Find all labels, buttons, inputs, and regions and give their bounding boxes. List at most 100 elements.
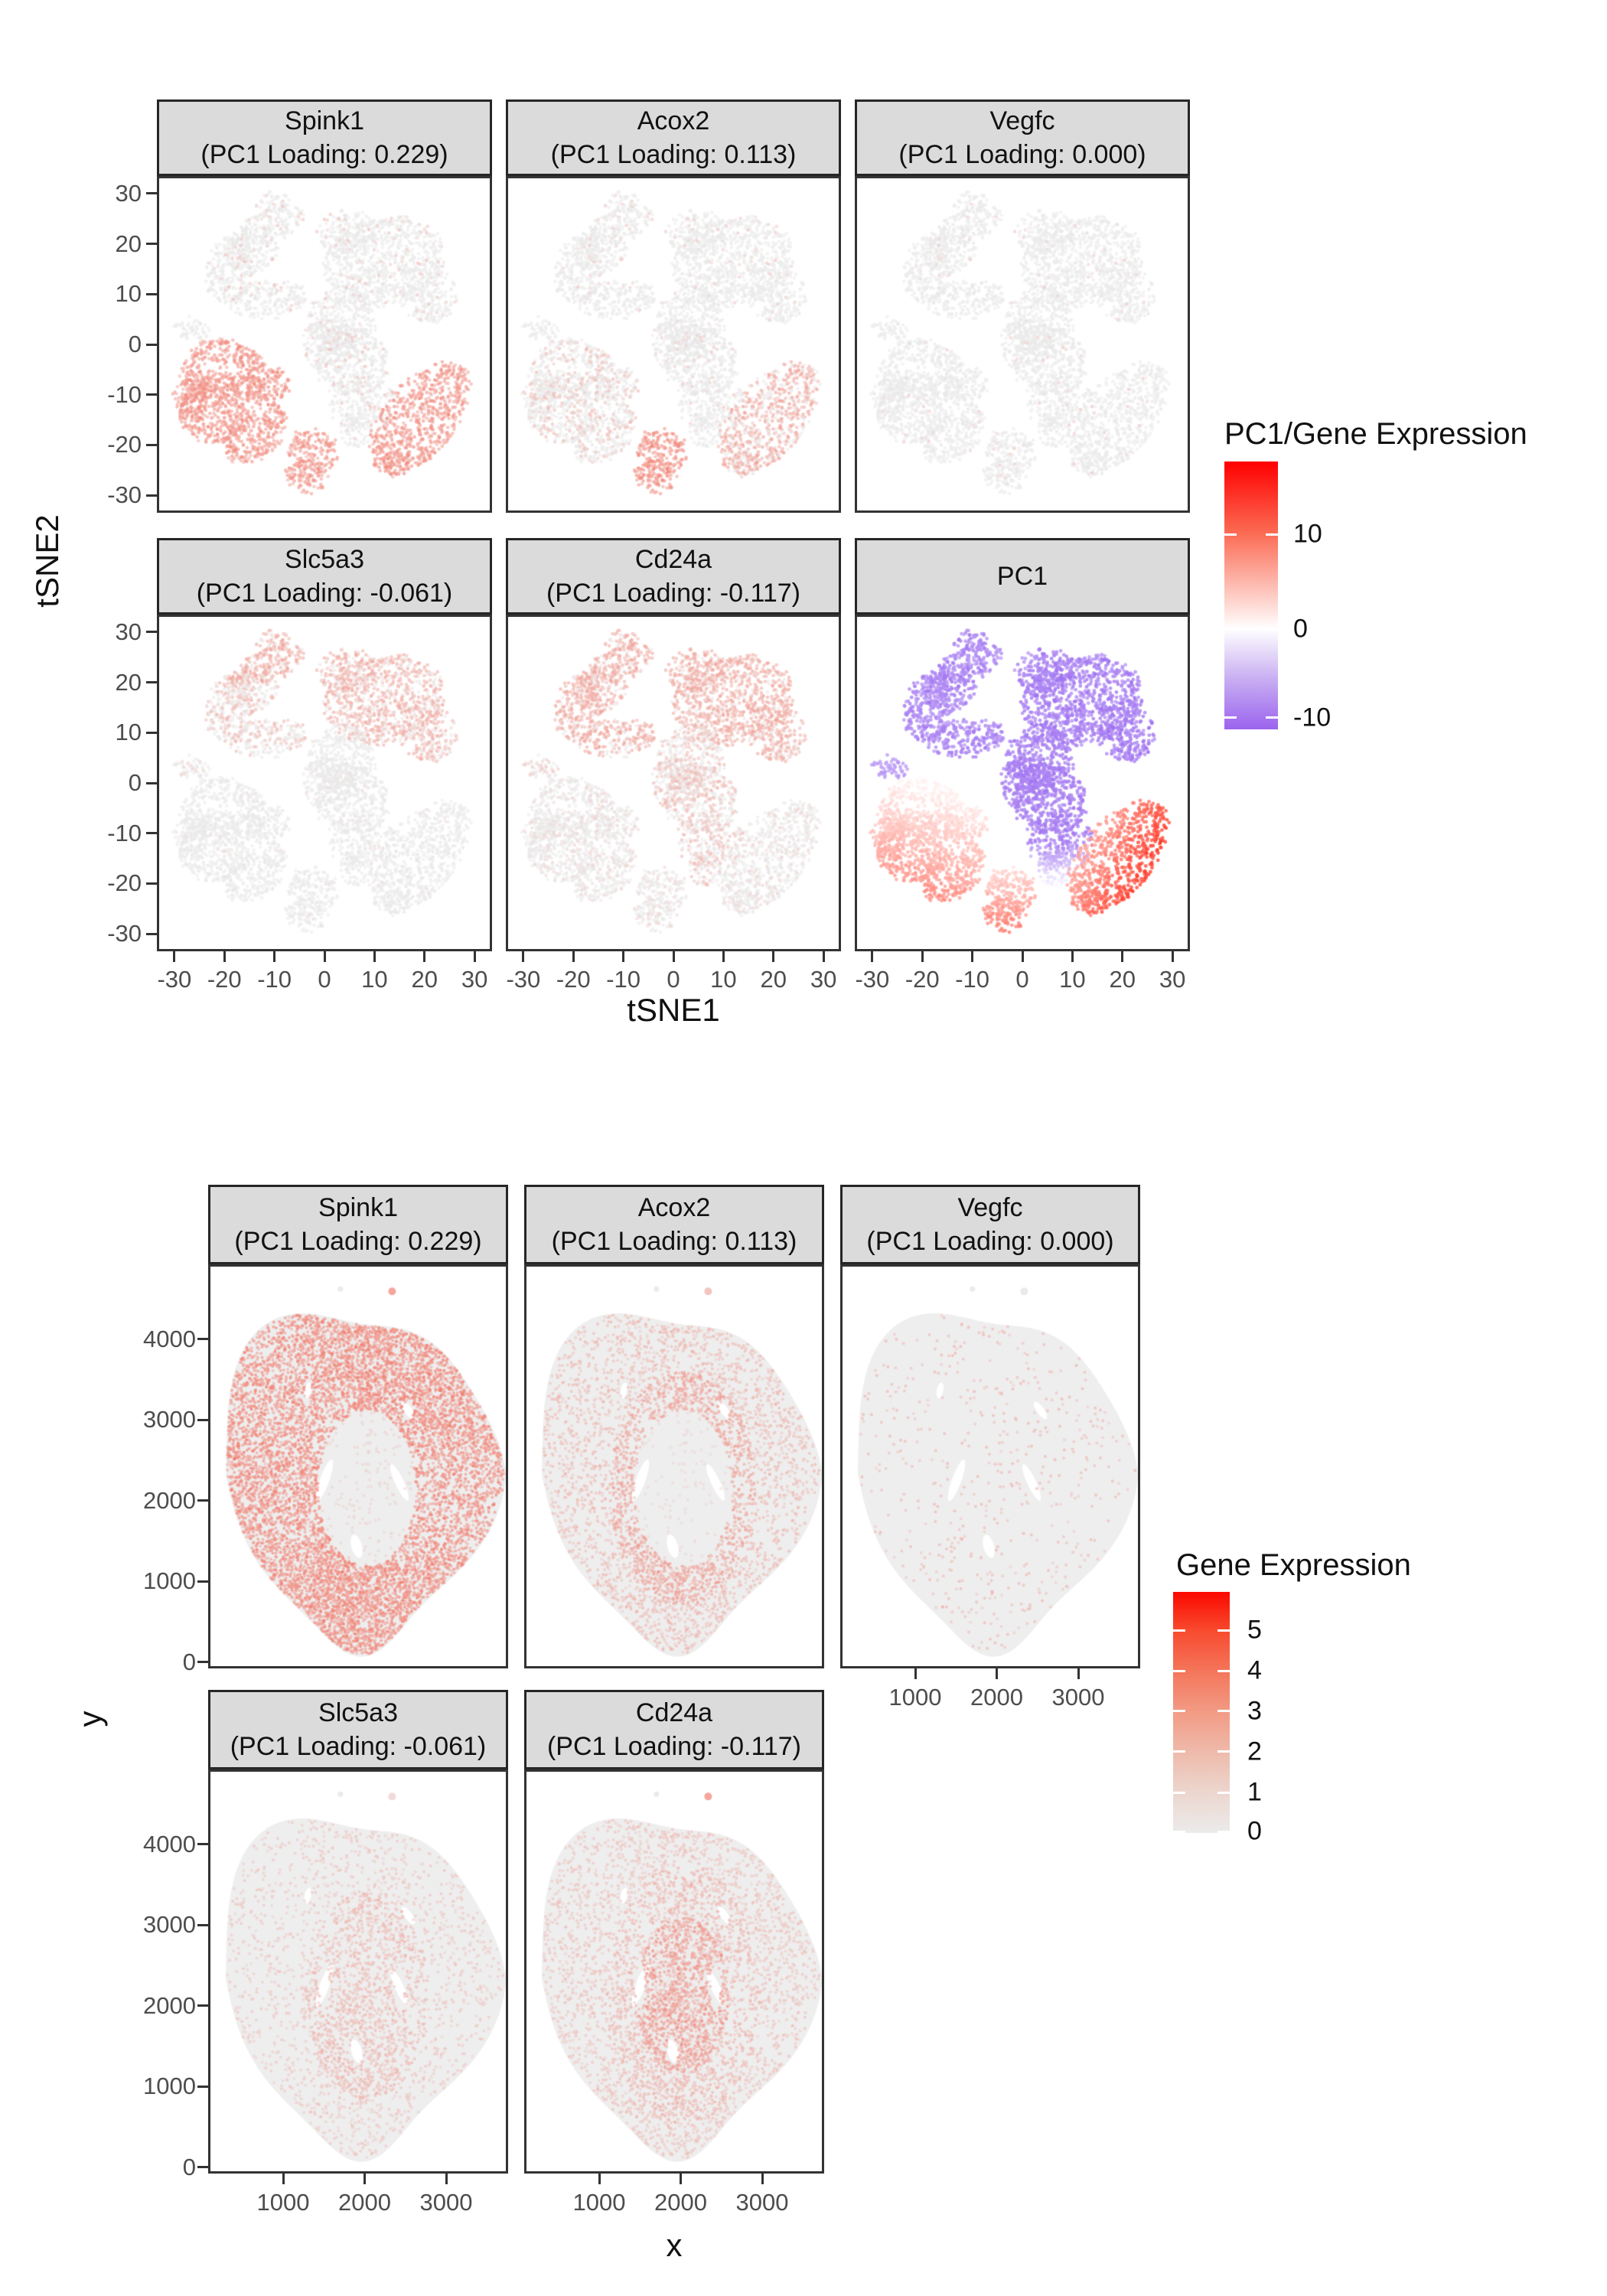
x-tick-label: 3000	[1051, 1684, 1105, 1711]
legend-tick-label: 4	[1247, 1655, 1262, 1685]
axis-tick-mark	[871, 951, 874, 962]
x-tick-label: -10	[606, 966, 641, 993]
strip-loading-label: (PC1 Loading: -0.061)	[196, 579, 453, 608]
strip-gene-label: Slc5a3	[318, 1698, 398, 1727]
axis-tick-mark	[772, 951, 775, 962]
y-tick-label: 2000	[143, 1486, 196, 1514]
x-tick-label: 10	[361, 966, 388, 993]
axis-tick-mark	[197, 1661, 208, 1664]
axis-tick-mark	[146, 731, 157, 734]
plot-cd24a-tsne	[506, 615, 841, 951]
strip-loading-label: (PC1 Loading: 0.229)	[200, 140, 448, 169]
legend-tick-label: 5	[1247, 1615, 1262, 1645]
axis-tick-mark	[1077, 1668, 1080, 1679]
axis-tick-mark	[197, 2085, 208, 2088]
legend-colorbar	[1224, 461, 1278, 729]
y-tick-label: -30	[107, 920, 142, 947]
x-tick-label: 10	[1059, 966, 1086, 993]
legend-tick-mark	[1173, 1669, 1185, 1672]
legend-tick-mark	[1173, 1710, 1185, 1713]
strip-loading-label: (PC1 Loading: 0.113)	[551, 1227, 797, 1256]
x-tick-label: -20	[905, 966, 940, 993]
strip-slc5a3-tsne: Slc5a3 (PC1 Loading: -0.061)	[157, 538, 492, 615]
legend-tick-mark	[1266, 628, 1278, 631]
legend-tick-mark	[1173, 1750, 1185, 1753]
axis-tick-mark	[445, 2174, 448, 2184]
axis-tick-mark	[363, 2174, 367, 2184]
axis-tick-mark	[373, 951, 376, 962]
strip-loading-label: (PC1 Loading: 0.229)	[234, 1227, 482, 1256]
x-tick-label: -20	[207, 966, 242, 993]
legend-tick-mark	[1217, 1791, 1230, 1794]
x-tick-label: 0	[1015, 966, 1029, 993]
axis-tick-mark	[1171, 951, 1174, 962]
y-tick-label: -20	[107, 431, 142, 458]
x-tick-label: -20	[556, 966, 591, 993]
axis-tick-mark	[971, 951, 974, 962]
strip-gene-label: Vegfc	[957, 1193, 1023, 1222]
x-tick-label: -30	[855, 966, 890, 993]
legend-tick-label: 3	[1247, 1696, 1262, 1726]
legend-tick-mark	[1224, 533, 1237, 536]
axis-tick-mark	[598, 2174, 601, 2184]
y-tick-label: 1000	[143, 2073, 196, 2100]
y-tick-label: 2000	[143, 1991, 196, 2019]
strip-loading-label: (PC1 Loading: -0.061)	[230, 1732, 487, 1761]
y-tick-label: 0	[128, 769, 142, 796]
scatter-canvas	[159, 617, 490, 949]
x-tick-label: 2000	[338, 2189, 391, 2216]
legend-tick-mark	[1217, 1710, 1230, 1713]
strip-cd24a-spatial: Cd24a (PC1 Loading: -0.117)	[524, 1690, 824, 1769]
y-tick-label: 0	[182, 1648, 196, 1675]
legend-tick-mark	[1173, 1830, 1185, 1833]
axis-tick-mark	[197, 2004, 208, 2007]
strip-gene-label: Acox2	[637, 1193, 711, 1222]
axis-tick-mark	[197, 1843, 208, 1846]
legend-tick-mark	[1217, 1830, 1230, 1833]
x-tick-label: 3000	[419, 2189, 473, 2216]
plot-slc5a3-spatial	[208, 1769, 508, 2174]
axis-tick-mark	[197, 1499, 208, 1502]
axis-tick-mark	[223, 951, 226, 962]
y-tick-label: 3000	[143, 1911, 196, 1939]
scatter-canvas	[210, 1772, 506, 2171]
axis-tick-mark	[822, 951, 825, 962]
x-tick-label: 30	[1159, 966, 1186, 993]
legend-tick-mark	[1266, 533, 1278, 536]
scatter-canvas	[857, 617, 1188, 949]
legend-tick-mark	[1224, 716, 1237, 719]
axis-tick-mark	[273, 951, 276, 962]
y-tick-label: 1000	[143, 1567, 196, 1595]
axis-tick-mark	[146, 343, 157, 346]
scatter-canvas	[843, 1267, 1138, 1666]
legend-tick-mark	[1217, 1750, 1230, 1753]
x-tick-label: 0	[318, 966, 331, 993]
axis-tick-mark	[197, 2166, 208, 2169]
strip-spink1-spatial: Spink1 (PC1 Loading: 0.229)	[208, 1185, 508, 1264]
axis-tick-mark	[146, 393, 157, 396]
strip-gene-label: Spink1	[285, 106, 364, 135]
y-tick-label: 3000	[143, 1406, 196, 1433]
strip-acox2-spatial: Acox2 (PC1 Loading: 0.113)	[524, 1185, 824, 1264]
x-tick-label: 1000	[256, 2189, 310, 2216]
legend-title: Gene Expression	[1176, 1548, 1411, 1582]
strip-loading-label: (PC1 Loading: 0.113)	[550, 140, 797, 169]
scatter-canvas	[526, 1772, 822, 2171]
axis-tick-mark	[146, 494, 157, 497]
axis-tick-mark	[146, 192, 157, 195]
strip-gene-label: Slc5a3	[285, 545, 364, 574]
x-tick-label: -10	[955, 966, 990, 993]
legend-tick-label: 0	[1293, 614, 1308, 644]
strip-loading-label: (PC1 Loading: -0.117)	[546, 579, 800, 608]
legend-tick-label: -10	[1293, 703, 1332, 732]
spatial-x-axis-title: x	[666, 2227, 683, 2263]
tsne-x-axis-title: tSNE1	[627, 992, 720, 1028]
strip-loading-label: (PC1 Loading: -0.117)	[546, 1732, 801, 1761]
strip-gene-label: Acox2	[637, 106, 710, 135]
x-tick-label: 20	[760, 966, 787, 993]
strip-gene-label: PC1	[996, 562, 1048, 591]
axis-tick-mark	[1121, 951, 1124, 962]
plot-cd24a-spatial	[524, 1769, 824, 2174]
strip-gene-label: Vegfc	[989, 106, 1055, 135]
